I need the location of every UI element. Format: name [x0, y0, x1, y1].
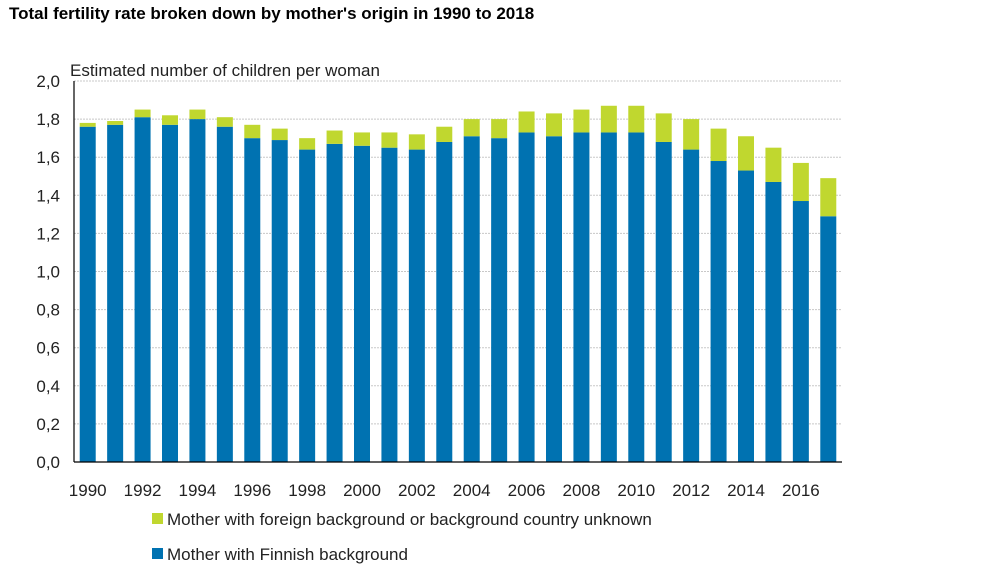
bar-finnish-background	[408, 149, 425, 462]
y-tick-label: 0,8	[36, 301, 60, 320]
bar-finnish-background	[792, 201, 809, 462]
y-axis-label: Estimated number of children per woman	[70, 61, 380, 80]
y-tick-label: 0,6	[36, 339, 60, 358]
legend-label: Mother with Finnish background	[167, 545, 408, 564]
x-tick-label: 1996	[233, 481, 271, 500]
bar-foreign-background	[79, 122, 96, 127]
bar-finnish-background	[820, 216, 837, 462]
x-tick-label: 2008	[563, 481, 601, 500]
bar-finnish-background	[162, 124, 178, 462]
bar-finnish-background	[738, 170, 754, 462]
x-tick-label: 2016	[782, 481, 820, 500]
bar-foreign-background	[271, 128, 288, 141]
y-tick-label: 0,4	[36, 377, 60, 396]
bar-foreign-background	[792, 162, 809, 202]
bar-finnish-background	[573, 132, 590, 462]
bar-foreign-background	[134, 109, 151, 118]
x-tick-label: 2014	[727, 481, 765, 500]
bar-finnish-background	[244, 138, 261, 462]
bar-foreign-background	[354, 132, 370, 146]
legend-label: Mother with foreign background or backgr…	[167, 510, 652, 529]
bar-foreign-background	[518, 111, 535, 133]
x-tick-label: 2004	[453, 481, 491, 500]
bar-foreign-background	[683, 119, 700, 150]
x-tick-label: 1998	[288, 481, 326, 500]
x-tick-label: 2006	[508, 481, 546, 500]
bar-finnish-background	[491, 138, 508, 462]
bar-finnish-background	[381, 147, 398, 463]
bar-finnish-background	[683, 149, 700, 462]
bar-foreign-background	[244, 124, 261, 139]
bar-foreign-background	[189, 109, 206, 120]
bar-foreign-background	[162, 115, 178, 125]
legend-swatch	[152, 548, 163, 559]
bar-finnish-background	[518, 132, 535, 462]
bar-finnish-background	[546, 136, 562, 462]
bar-foreign-background	[738, 136, 754, 171]
bar-finnish-background	[79, 126, 96, 462]
y-tick-label: 2,0	[36, 72, 60, 91]
bar-foreign-background	[655, 113, 672, 142]
bar-finnish-background	[655, 141, 672, 462]
bar-finnish-background	[628, 132, 645, 462]
bar-foreign-background	[463, 119, 480, 137]
bar-foreign-background	[216, 117, 233, 127]
y-tick-label: 1,4	[36, 186, 60, 205]
bar-foreign-background	[710, 128, 727, 162]
bar-foreign-background	[573, 109, 590, 133]
bar-finnish-background	[326, 143, 343, 463]
y-tick-label: 1,8	[36, 110, 60, 129]
chart-title: Total fertility rate broken down by moth…	[9, 4, 535, 23]
bar-foreign-background	[326, 130, 343, 144]
bar-foreign-background	[765, 147, 782, 182]
bar-foreign-background	[381, 132, 398, 148]
x-tick-label: 1992	[124, 481, 162, 500]
y-tick-label: 0,0	[36, 453, 60, 472]
x-tick-label: 2010	[617, 481, 655, 500]
bar-foreign-background	[600, 105, 617, 133]
legend-swatch	[152, 513, 163, 524]
x-tick-label: 1994	[179, 481, 217, 500]
bar-finnish-background	[134, 117, 151, 462]
y-tick-label: 1,2	[36, 224, 60, 243]
bar-finnish-background	[107, 124, 124, 462]
bar-foreign-background	[436, 126, 453, 142]
x-tick-label: 2000	[343, 481, 381, 500]
bar-foreign-background	[107, 121, 124, 125]
bar-finnish-background	[710, 161, 727, 462]
bar-foreign-background	[408, 134, 425, 150]
bar-finnish-background	[463, 136, 480, 462]
y-tick-label: 1,0	[36, 263, 60, 282]
bar-finnish-background	[189, 119, 206, 462]
y-tick-label: 1,6	[36, 148, 60, 167]
bar-finnish-background	[436, 141, 453, 462]
bar-finnish-background	[216, 126, 233, 462]
bar-foreign-background	[820, 178, 837, 217]
bar-foreign-background	[491, 119, 508, 139]
bar-finnish-background	[600, 132, 617, 462]
bar-foreign-background	[628, 105, 645, 133]
x-tick-label: 2002	[398, 481, 436, 500]
y-tick-label: 0,2	[36, 415, 60, 434]
x-tick-label: 2012	[672, 481, 710, 500]
bar-finnish-background	[299, 149, 316, 462]
bar-finnish-background	[271, 140, 288, 462]
bar-foreign-background	[546, 113, 562, 137]
bar-foreign-background	[299, 138, 316, 150]
x-tick-label: 1990	[69, 481, 107, 500]
bar-finnish-background	[765, 181, 782, 462]
bar-finnish-background	[354, 145, 370, 462]
